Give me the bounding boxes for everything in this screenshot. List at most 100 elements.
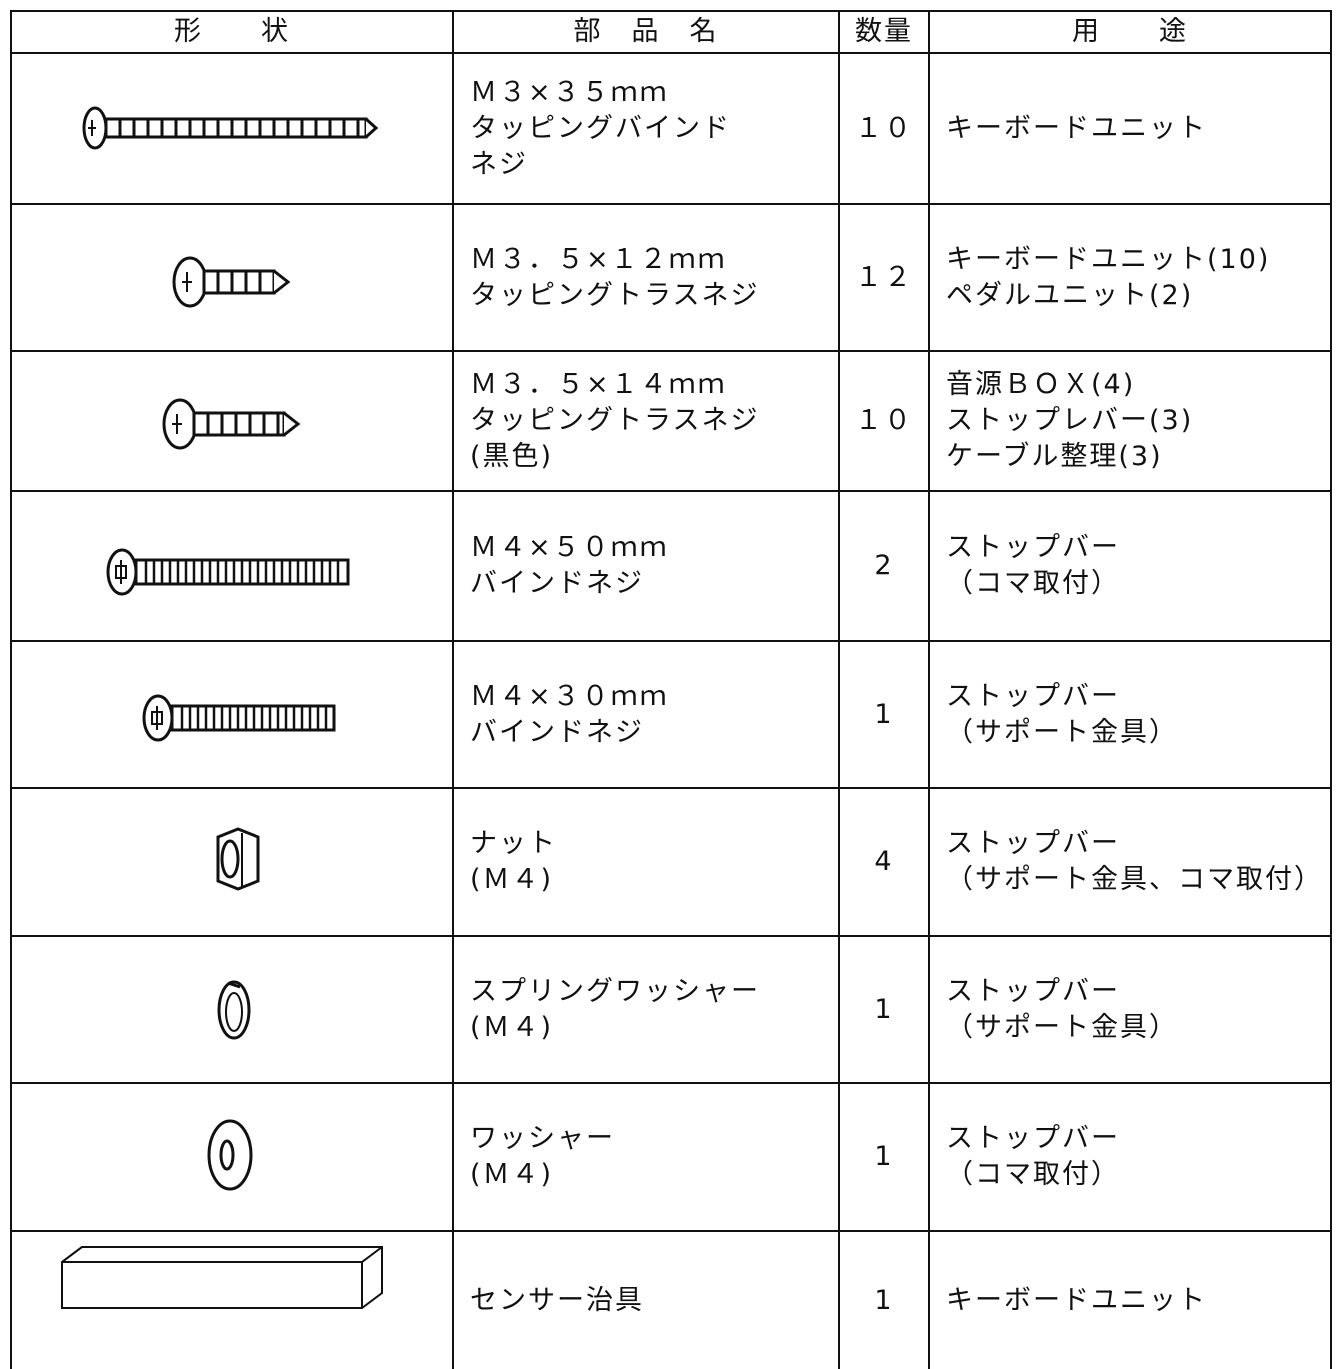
col-line bbox=[928, 10, 930, 1369]
usage: ストップバー bbox=[946, 532, 1120, 563]
screw-icon bbox=[82, 106, 379, 150]
nut-icon bbox=[216, 827, 260, 891]
part-name: (黒色) bbox=[470, 441, 554, 472]
usage: 音源ＢＯＸ(4) bbox=[946, 369, 1136, 400]
header-text: 数量 bbox=[855, 16, 913, 47]
row-line bbox=[10, 787, 1332, 789]
qty-cell: 1 bbox=[840, 1232, 928, 1369]
use-cell: キーボードユニット bbox=[930, 54, 1330, 203]
quantity: 1 bbox=[874, 1141, 894, 1172]
name-cell: センサー治具 bbox=[454, 1232, 838, 1369]
use-cell: ストップバー （サポート金具） bbox=[930, 937, 1330, 1082]
part-name: ネジ bbox=[470, 148, 528, 180]
part-name: タッピングトラスネジ bbox=[470, 279, 760, 311]
usage: （コマ取付） bbox=[946, 568, 1120, 599]
quantity: 4 bbox=[874, 846, 894, 877]
washer-icon bbox=[207, 1119, 253, 1191]
qty-cell: １２ bbox=[840, 205, 928, 350]
row-line bbox=[10, 640, 1332, 642]
part-name: (Ｍ４) bbox=[470, 1159, 554, 1190]
use-cell: ストップバー （コマ取付） bbox=[930, 1084, 1330, 1230]
quantity: 1 bbox=[874, 698, 894, 730]
use-cell: キーボードユニット bbox=[930, 1232, 1330, 1369]
part-name: (Ｍ４) bbox=[470, 864, 554, 895]
part-name: Ｍ３．５×１４ｍｍ bbox=[470, 369, 727, 400]
part-name: バインドネジ bbox=[470, 568, 644, 599]
qty-cell: １０ bbox=[840, 352, 928, 490]
part-name: Ｍ４×３０ｍｍ bbox=[470, 680, 669, 712]
col-line bbox=[1330, 10, 1332, 1369]
name-cell: ワッシャー (Ｍ４) bbox=[454, 1084, 838, 1230]
header-text: 形 状 bbox=[174, 16, 290, 47]
bolt-icon bbox=[142, 694, 336, 742]
usage: ストップバー bbox=[946, 680, 1120, 712]
row-line bbox=[10, 203, 1332, 205]
usage: キーボードユニット bbox=[946, 112, 1207, 144]
screw-icon bbox=[172, 256, 291, 308]
qty-cell: 1 bbox=[840, 937, 928, 1082]
quantity: 1 bbox=[874, 993, 894, 1025]
part-name: バインドネジ bbox=[470, 716, 644, 748]
qty-cell: 1 bbox=[840, 642, 928, 787]
usage: ストップバー bbox=[946, 975, 1120, 1007]
header-cell: 部 品 名 bbox=[454, 12, 838, 52]
name-cell: Ｍ３×３５ｍｍ タッピングバインド ネジ bbox=[454, 54, 838, 203]
use-cell: ストップバー （サポート金具、コマ取付） bbox=[930, 789, 1330, 935]
usage: ペダルユニット(2) bbox=[946, 279, 1194, 311]
quantity: １０ bbox=[855, 405, 913, 436]
part-name: タッピングトラスネジ bbox=[470, 405, 760, 436]
col-line bbox=[838, 10, 840, 1369]
part-name: Ｍ４×５０ｍｍ bbox=[470, 532, 669, 563]
use-cell: 音源ＢＯＸ(4) ストップレバー(3) ケーブル整理(3) bbox=[930, 352, 1330, 490]
name-cell: Ｍ３．５×１２ｍｍ タッピングトラスネジ bbox=[454, 205, 838, 350]
col-line bbox=[10, 10, 12, 1369]
usage: ストップレバー(3) bbox=[946, 405, 1194, 436]
row-line bbox=[10, 350, 1332, 352]
usage: ストップバー bbox=[946, 828, 1120, 859]
header-cell: 用 途 bbox=[930, 12, 1330, 52]
part-name: ナット bbox=[470, 828, 557, 859]
part-name: Ｍ３．５×１２ｍｍ bbox=[470, 243, 727, 275]
row-line bbox=[10, 52, 1332, 54]
name-cell: スプリングワッシャー (Ｍ４) bbox=[454, 937, 838, 1082]
use-cell: キーボードユニット(10) ペダルユニット(2) bbox=[930, 205, 1330, 350]
use-cell: ストップバー （コマ取付） bbox=[930, 492, 1330, 640]
name-cell: Ｍ３．５×１４ｍｍ タッピングトラスネジ (黒色) bbox=[454, 352, 838, 490]
part-name: タッピングバインド bbox=[470, 112, 731, 144]
row-line bbox=[10, 935, 1332, 937]
row-line bbox=[10, 1230, 1332, 1232]
usage: ストップバー bbox=[946, 1123, 1120, 1154]
header-text: 用 途 bbox=[1072, 16, 1188, 47]
part-name: ワッシャー bbox=[470, 1123, 615, 1154]
usage: （サポート金具） bbox=[946, 1011, 1178, 1043]
qty-cell: 1 bbox=[840, 1084, 928, 1230]
name-cell: Ｍ４×５０ｍｍ バインドネジ bbox=[454, 492, 838, 640]
bolt-icon bbox=[106, 548, 350, 596]
use-cell: ストップバー （サポート金具） bbox=[930, 642, 1330, 787]
qty-cell: 2 bbox=[840, 492, 928, 640]
quantity: 1 bbox=[874, 1284, 894, 1316]
col-line bbox=[452, 10, 454, 1369]
header-cell: 形 状 bbox=[12, 12, 452, 52]
row-line bbox=[10, 1082, 1332, 1084]
usage: （サポート金具） bbox=[946, 716, 1178, 748]
screw-icon bbox=[162, 398, 301, 450]
part-name: (Ｍ４) bbox=[470, 1011, 554, 1043]
quantity: １０ bbox=[855, 112, 913, 144]
row-line bbox=[10, 490, 1332, 492]
header-cell: 数量 bbox=[840, 12, 928, 52]
spring-washer-icon bbox=[217, 980, 251, 1040]
part-name: Ｍ３×３５ｍｍ bbox=[470, 76, 669, 108]
row-line bbox=[10, 10, 1332, 12]
usage: キーボードユニット(10) bbox=[946, 243, 1271, 275]
name-cell: Ｍ４×３０ｍｍ バインドネジ bbox=[454, 642, 838, 787]
qty-cell: １０ bbox=[840, 54, 928, 203]
name-cell: ナット (Ｍ４) bbox=[454, 789, 838, 935]
usage: キーボードユニット bbox=[946, 1284, 1207, 1316]
usage: （サポート金具、コマ取付） bbox=[946, 864, 1323, 895]
header-text: 部 品 名 bbox=[573, 16, 719, 47]
quantity: １２ bbox=[855, 261, 913, 293]
part-name: スプリングワッシャー bbox=[470, 975, 760, 1007]
qty-cell: 4 bbox=[840, 789, 928, 935]
